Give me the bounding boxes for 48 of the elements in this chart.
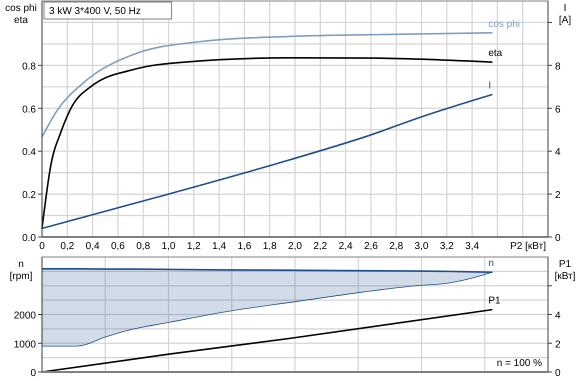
- y2-tick-label: 2: [555, 190, 561, 202]
- x-tick-label: 3,0: [414, 241, 429, 252]
- y-tick-label: 0.4: [22, 147, 36, 158]
- x-tick-label: 2,6: [364, 241, 378, 252]
- x-tick-label: 1,4: [212, 241, 226, 252]
- series-label: cos phi: [488, 18, 520, 30]
- x-tick-label: 3,4: [465, 241, 480, 252]
- y-tick-label: 0.0: [22, 233, 36, 244]
- y-axis-title: cos phi eta: [5, 3, 37, 26]
- y-axis-title: n [rpm]: [10, 259, 33, 282]
- x-tick-label: 0: [39, 241, 46, 252]
- x-tick-label: 0,8: [136, 241, 151, 252]
- y2-tick-label: 0: [555, 233, 561, 244]
- x-tick-label: 0,6: [110, 241, 126, 252]
- series-label: P1: [488, 296, 502, 307]
- x-tick-label: 2,2: [313, 241, 328, 252]
- x-tick-label: 1,6: [237, 241, 252, 252]
- line-series: [41, 57, 494, 230]
- y-tick-label: 0: [30, 368, 36, 379]
- y-tick-label: 1000: [14, 339, 36, 350]
- x-axis-title: P2 [кВт]: [510, 241, 546, 252]
- x-tick-label: 0,4: [86, 241, 100, 252]
- y2-tick-label: 6: [555, 104, 561, 116]
- y2-tick-label: 8: [555, 61, 561, 72]
- x-tick-label: 2,8: [389, 241, 404, 252]
- x-tick-label: 3,2: [440, 241, 454, 252]
- series-label: eta: [488, 48, 503, 60]
- y2-tick-label: 4: [555, 310, 561, 322]
- x-tick-label: 1,0: [162, 241, 176, 252]
- annotation: n = 100 %: [496, 358, 542, 369]
- x-tick-label: 2,0: [288, 241, 302, 252]
- y-tick-label: 0.8: [22, 61, 36, 72]
- line-series: [41, 94, 494, 230]
- text: 3 kW 3*400 V, 50 Hz: [49, 6, 141, 17]
- y-tick-label: 0.2: [22, 190, 36, 202]
- y2-axis-title: I [A]: [558, 3, 572, 26]
- x-tick-label: 1,8: [262, 241, 278, 252]
- y2-tick-label: 0: [555, 368, 561, 379]
- y2-axis-title: P1 [кВт]: [554, 259, 576, 282]
- y-tick-label: 2000: [14, 310, 36, 322]
- series-label: n: [488, 258, 494, 270]
- x-tick-label: 0,2: [60, 241, 75, 252]
- y2-tick-label: 4: [555, 147, 561, 158]
- y2-tick-label: 2: [555, 339, 561, 350]
- series-label: I: [488, 80, 492, 92]
- x-tick-label: 2,4: [338, 241, 353, 252]
- x-tick-label: 1,2: [186, 241, 202, 252]
- y-tick-label: 0.6: [22, 104, 36, 116]
